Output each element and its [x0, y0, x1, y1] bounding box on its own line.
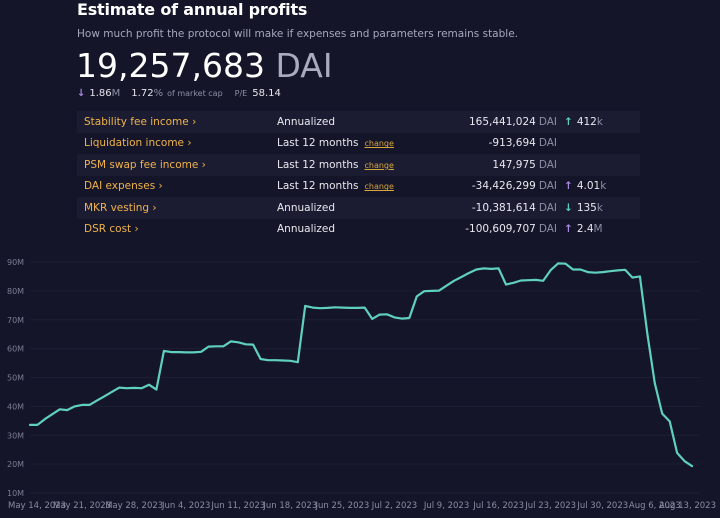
x-tick-label: Jul 30, 2023: [576, 501, 628, 511]
y-tick-label: 20M: [7, 460, 24, 469]
y-tick-label: 80M: [7, 287, 24, 296]
arrow-down-icon: ↓: [77, 88, 86, 99]
chevron-right-icon: ›: [134, 223, 139, 236]
annual-profit-value: 19,257,683 DAI: [76, 46, 333, 86]
chevron-right-icon: ›: [201, 158, 206, 171]
y-tick-label: 30M: [7, 431, 24, 440]
x-tick-label: Aug 13, 2023: [659, 501, 716, 511]
table-row: MKR vesting › Annualized -10,381,614 DAI …: [77, 197, 640, 219]
row-amount: -100,609,707 DAI: [465, 223, 557, 236]
x-tick-label: Jul 23, 2023: [524, 501, 576, 511]
profit-line-chart[interactable]: 90M 80M 70M 60M 50M 40M 30M 20M 10M May 14, 2023…: [0, 250, 720, 518]
row-delta: ↑ 4.01k: [564, 180, 607, 193]
table-row: DAI expenses › Last 12 months change -34,…: [77, 176, 640, 198]
chevron-right-icon: ›: [192, 115, 197, 128]
chevron-right-icon: ›: [158, 180, 163, 193]
x-tick-label: May 14, 2023: [8, 501, 66, 511]
row-name-link[interactable]: Stability fee income ›: [84, 115, 197, 128]
table-row: PSM swap fee income › Last 12 months chan…: [77, 154, 640, 176]
row-name-link[interactable]: Liquidation income ›: [84, 137, 192, 150]
market-cap-label: of market cap: [167, 89, 223, 98]
y-axis: 90M 80M 70M 60M 50M 40M 30M 20M 10M: [7, 258, 24, 498]
row-name-link[interactable]: PSM swap fee income ›: [84, 158, 206, 171]
chevron-right-icon: ›: [152, 201, 157, 214]
row-period: Annualized: [277, 223, 336, 236]
change-link[interactable]: change: [364, 160, 394, 170]
row-name-link[interactable]: MKR vesting ›: [84, 201, 157, 214]
row-period: Last 12 months change: [277, 137, 394, 150]
row-period: Annualized: [277, 115, 336, 128]
arrow-up-icon: ↑: [564, 223, 573, 236]
row-name-link[interactable]: DSR cost ›: [84, 223, 139, 236]
pe-label: P/E: [234, 89, 248, 98]
grid-lines: [30, 261, 700, 494]
x-tick-label: Jun 25, 2023: [314, 501, 369, 511]
x-tick-label: Jun 11, 2023: [210, 501, 265, 511]
profit-amount: 19,257,683: [76, 46, 265, 85]
row-period: Last 12 months change: [277, 180, 394, 193]
profit-breakdown-table: Stability fee income › Annualized 165,44…: [77, 111, 640, 240]
table-row: Liquidation income › Last 12 months chang…: [77, 133, 640, 155]
page-title: Estimate of annual profits: [77, 0, 308, 19]
row-delta: ↑ 412k: [564, 115, 603, 128]
change-value: 1.86: [89, 88, 112, 99]
arrow-down-icon: ↓: [564, 201, 573, 214]
x-tick-label: Aug 6, 2023: [629, 501, 681, 511]
change-suffix: M: [111, 88, 121, 99]
table-row: Stability fee income › Annualized 165,44…: [77, 111, 640, 133]
row-amount: -10,381,614 DAI: [471, 201, 557, 214]
row-period: Last 12 months change: [277, 158, 394, 171]
row-name-link[interactable]: DAI expenses ›: [84, 180, 163, 193]
row-amount: 147,975 DAI: [492, 158, 557, 171]
market-cap-pct: 1.72: [131, 88, 154, 99]
change-link[interactable]: change: [364, 139, 394, 149]
x-tick-label: Jul 9, 2023: [423, 501, 469, 511]
arrow-up-icon: ↑: [564, 180, 573, 193]
profit-unit: DAI: [275, 46, 333, 85]
market-cap-pct-suffix: %: [153, 88, 164, 99]
y-tick-label: 40M: [7, 402, 24, 411]
y-tick-label: 90M: [7, 258, 24, 267]
arrow-up-icon: ↑: [564, 115, 573, 128]
chevron-right-icon: ›: [187, 137, 192, 150]
row-delta: ↑ 2.4M: [564, 223, 603, 236]
profit-stats: ↓ 1.86 M 1.72% of market cap P/E 58.14: [77, 88, 281, 99]
row-period: Annualized: [277, 201, 336, 214]
table-row: DSR cost › Annualized -100,609,707 DAI ↑ 2…: [77, 219, 640, 241]
y-tick-label: 70M: [7, 316, 24, 325]
x-tick-label: Jun 4, 2023: [161, 501, 210, 511]
x-tick-label: Jul 2, 2023: [371, 501, 417, 511]
y-tick-label: 60M: [7, 345, 24, 354]
profit-series-line: [28, 262, 694, 468]
change-link[interactable]: change: [364, 182, 394, 192]
x-tick-label: May 28, 2023: [105, 501, 163, 511]
y-tick-label: 50M: [7, 374, 24, 383]
row-delta: ↓ 135k: [564, 201, 603, 214]
x-tick-label: May 21, 2023: [53, 501, 111, 511]
x-tick-label: Jul 16, 2023: [472, 501, 524, 511]
row-amount: -913,694 DAI: [488, 137, 557, 150]
row-amount: -34,426,299 DAI: [471, 180, 557, 193]
pe-value: 58.14: [252, 88, 281, 99]
page-subtitle: How much profit the protocol will make i…: [77, 28, 518, 40]
x-tick-label: Jun 18, 2023: [262, 501, 317, 511]
y-tick-label: 10M: [7, 489, 24, 498]
row-amount: 165,441,024 DAI: [469, 115, 557, 128]
